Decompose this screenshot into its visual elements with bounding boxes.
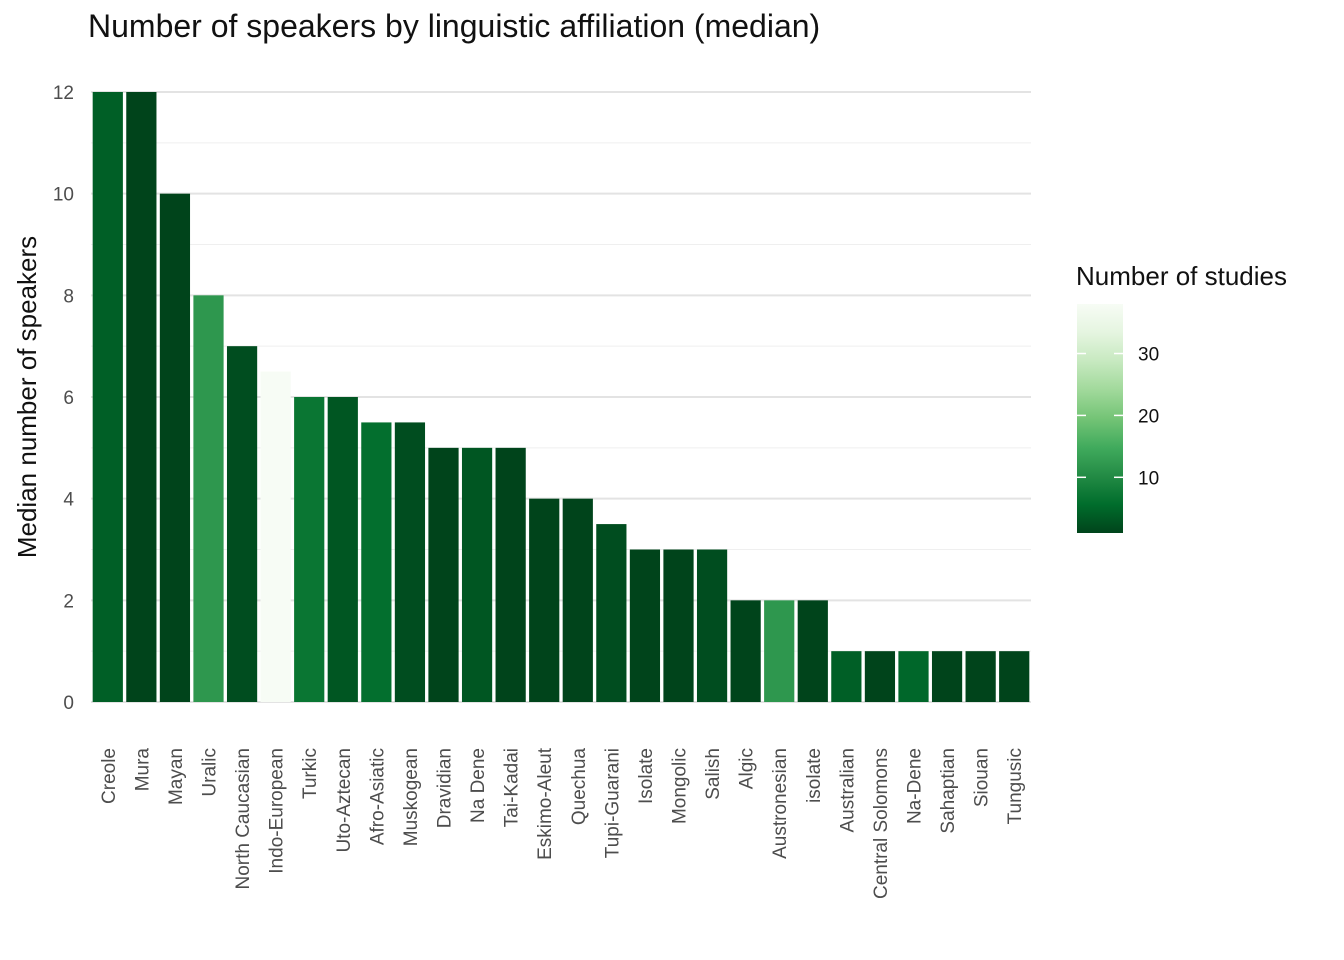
y-tick-label: 4: [63, 490, 74, 511]
x-tick-label: Creole: [99, 748, 120, 804]
x-tick-label: Sahaptian: [938, 748, 959, 834]
x-tick-label: Uto-Aztecan: [334, 748, 355, 853]
bar: [495, 447, 526, 702]
bar: [394, 422, 426, 702]
legend-tick-label: 30: [1138, 345, 1159, 366]
x-tick-label: Na-Dene: [905, 748, 926, 824]
bar: [629, 549, 661, 702]
x-tick-label: Tupi-Guarani: [602, 748, 623, 858]
y-tick-label: 10: [53, 185, 74, 206]
x-tick-label: Isolate: [636, 748, 657, 804]
x-tick-label: Afro-Asiatic: [367, 748, 388, 845]
x-tick-label: Austronesian: [770, 748, 791, 859]
legend-tick-label: 20: [1138, 406, 1159, 427]
bar: [193, 295, 224, 702]
bar: [730, 600, 761, 702]
bar: [294, 397, 325, 702]
x-tick-label: Mura: [132, 748, 153, 792]
bar: [260, 371, 291, 702]
bar: [596, 524, 627, 702]
x-tick-label: Dravidian: [435, 748, 456, 828]
bar: [226, 346, 258, 702]
bar: [663, 549, 694, 702]
bar: [361, 422, 392, 702]
x-tick-label: Muskogean: [401, 748, 422, 846]
x-tick-label: Indo-European: [267, 748, 288, 874]
bar: [461, 447, 493, 702]
legend-tick-label: 10: [1138, 468, 1159, 489]
bar: [696, 549, 728, 702]
x-tick-label: Central Solomons: [871, 748, 892, 899]
bar: [159, 193, 191, 702]
x-tick-label: North Caucasian: [233, 748, 254, 890]
bar: [92, 92, 123, 702]
bar: [126, 92, 157, 702]
bar: [327, 397, 358, 702]
x-tick-label: Salish: [703, 748, 724, 800]
y-tick-label: 6: [63, 388, 74, 409]
bar: [529, 498, 560, 702]
x-tick-label: Tungusic: [1005, 748, 1026, 824]
y-tick-label: 2: [63, 591, 74, 612]
y-tick-label: 8: [63, 286, 74, 307]
bar: [764, 600, 795, 702]
bar: [898, 651, 929, 702]
x-tick-label: Algic: [737, 748, 758, 789]
x-tick-label: Siouan: [972, 748, 993, 807]
bar: [931, 651, 963, 702]
bar: [864, 651, 896, 702]
legend: Number of studies 10 20 30: [1076, 261, 1287, 533]
x-tick-label: Turkic: [300, 748, 321, 799]
bar: [965, 651, 996, 702]
x-tick-label: isolate: [804, 748, 825, 803]
legend-ticks: 10 20 30: [1077, 345, 1159, 489]
x-tick-label: Eskimo-Aleut: [535, 747, 556, 860]
x-tick-label: Uralic: [200, 748, 221, 797]
x-tick-label: Na Dene: [468, 748, 489, 823]
x-tick-label: Tai-Kadai: [502, 748, 523, 827]
bar: [797, 600, 828, 702]
x-tick-label: Australian: [837, 748, 858, 833]
bars: [92, 92, 1030, 702]
bar: [562, 498, 593, 702]
bar: [428, 447, 459, 702]
legend-title: Number of studies: [1076, 261, 1287, 291]
bar: [999, 651, 1030, 702]
legend-colorbar: [1077, 304, 1123, 533]
x-tick-label: Mongolic: [670, 748, 691, 824]
bar: [831, 651, 862, 702]
y-axis-ticks: 0 2 4 6 8 10 12: [53, 83, 75, 714]
y-tick-label: 12: [53, 83, 74, 104]
x-tick-label: Quechua: [569, 748, 590, 826]
chart-title: Number of speakers by linguistic affilia…: [88, 8, 821, 44]
y-axis-label: Median number of speakers: [12, 236, 42, 558]
y-tick-label: 0: [63, 693, 74, 714]
x-tick-label: Mayan: [166, 748, 187, 805]
x-axis-ticks: Creole Mura Mayan Uralic North Caucasian Indo…: [99, 747, 1026, 899]
